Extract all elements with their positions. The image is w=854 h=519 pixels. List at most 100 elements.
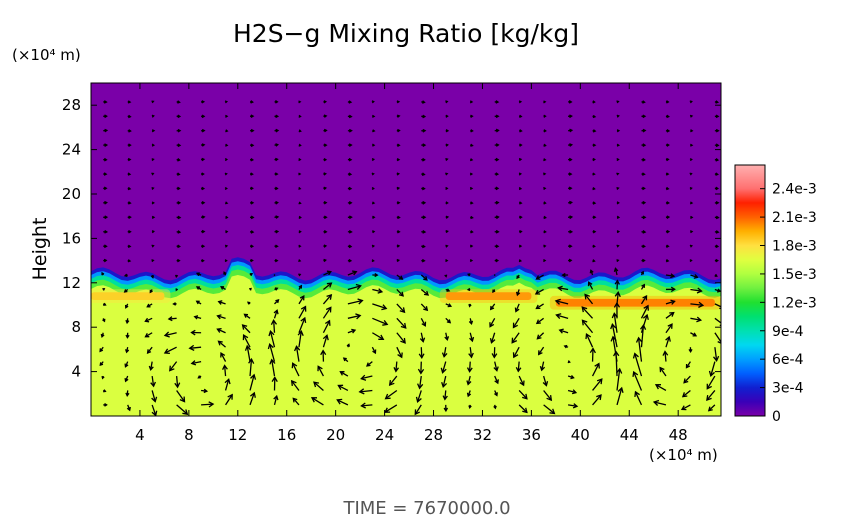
vector-arrow: [175, 288, 179, 292]
vector-arrow: [222, 364, 228, 377]
vector-arrow: [274, 128, 280, 133]
vector-arrow: [714, 143, 720, 148]
vector-arrow: [518, 259, 523, 263]
vector-arrow: [445, 244, 449, 248]
vector-arrow: [393, 361, 400, 373]
vector-arrow: [614, 279, 620, 290]
vector-arrow: [225, 215, 229, 219]
vector-arrow: [146, 303, 153, 308]
vector-arrow: [274, 298, 280, 305]
vector-arrow: [201, 172, 205, 176]
vector-arrow: [616, 143, 621, 147]
vector-arrow: [616, 244, 620, 248]
vector-arrow: [494, 200, 500, 205]
vector-arrow: [292, 397, 300, 406]
vector-arrow: [445, 303, 453, 308]
plume-halo: [91, 289, 171, 304]
vector-arrow: [420, 288, 430, 296]
vector-arrow: [298, 201, 302, 205]
vector-arrow: [366, 361, 373, 367]
vector-arrow: [151, 244, 155, 248]
vector-arrow: [641, 143, 647, 148]
vector-arrow: [243, 313, 251, 319]
vector-arrow: [201, 401, 215, 408]
vector-arrow: [188, 344, 202, 351]
vector-arrow: [197, 375, 202, 379]
vector-arrow: [396, 274, 404, 280]
vector-arrow: [470, 129, 474, 133]
vector-arrow: [298, 316, 307, 333]
vector-arrow: [635, 336, 643, 362]
vector-arrow: [323, 100, 328, 104]
vector-arrow: [665, 186, 670, 191]
vector-arrow: [384, 389, 398, 400]
vector-arrow: [414, 404, 422, 416]
vector-arrow: [172, 302, 177, 306]
x-tick-label: 12: [228, 426, 247, 444]
vector-arrow: [542, 375, 549, 387]
vector-arrow: [337, 384, 349, 392]
vector-arrow: [543, 244, 547, 248]
vector-arrow: [714, 172, 719, 176]
vector-arrow: [641, 114, 647, 119]
vector-arrow: [616, 172, 620, 176]
vector-arrow: [616, 114, 620, 118]
vector-arrow: [518, 244, 523, 248]
vector-arrow: [558, 328, 569, 334]
vector-arrow: [616, 230, 621, 234]
vector-arrow: [714, 100, 720, 104]
colorbar: 0 3e-4 6e-4 9e-4 1.2e-3 1.5e-3 1.8e-3 2.1e-3 2.4…: [734, 164, 817, 425]
vector-arrow: [347, 244, 353, 249]
vector-arrow: [714, 258, 719, 263]
vector-arrow: [706, 390, 716, 401]
vector-arrow: [470, 201, 474, 205]
vector-arrow: [297, 329, 304, 348]
vector-arrow: [652, 399, 667, 406]
vector-arrow: [512, 346, 520, 359]
vector-arrow: [568, 244, 573, 249]
vector-arrow: [127, 100, 132, 104]
vector-arrow: [445, 317, 452, 324]
vector-arrow: [641, 258, 646, 263]
vector-arrow: [127, 114, 132, 119]
vector-arrow: [176, 143, 182, 148]
vector-arrow: [127, 143, 132, 147]
vector-arrow: [396, 303, 406, 314]
vector-arrow: [146, 346, 153, 354]
plume-layer: [445, 292, 532, 301]
vector-arrow: [680, 404, 691, 411]
vector-arrow: [690, 274, 699, 279]
vector-arrow: [249, 258, 254, 263]
vector-arrow: [714, 273, 718, 277]
vector-arrow: [714, 186, 720, 191]
vector-arrow: [241, 324, 251, 334]
vector-arrow: [274, 215, 280, 219]
vector-arrow: [534, 288, 544, 295]
vector-arrow: [372, 303, 388, 311]
vector-arrow: [322, 306, 332, 319]
vector-arrow: [163, 331, 177, 338]
vector-arrow: [102, 302, 107, 306]
vector-arrow: [515, 289, 521, 297]
vector-arrow: [706, 375, 716, 390]
vector-arrow: [317, 365, 324, 377]
vector-arrow: [323, 186, 328, 190]
vector-arrow: [127, 259, 132, 263]
vector-arrow: [714, 201, 720, 205]
plot-frame: [90, 82, 722, 417]
vector-arrow: [665, 157, 670, 162]
vector-arrow: [101, 271, 105, 276]
vector-arrow: [665, 273, 676, 279]
colorbar-tick-label: 9e-4: [772, 324, 804, 340]
vector-arrow: [396, 332, 406, 344]
vector-arrow: [201, 258, 205, 263]
vector-arrow: [616, 129, 621, 133]
layer-band: [91, 275, 721, 416]
vector-arrow: [445, 129, 450, 133]
vector-arrow: [567, 360, 571, 364]
vector-arrow: [519, 201, 523, 205]
vector-arrow: [169, 361, 178, 372]
vector-arrow: [298, 129, 302, 133]
vector-arrow: [616, 201, 620, 205]
